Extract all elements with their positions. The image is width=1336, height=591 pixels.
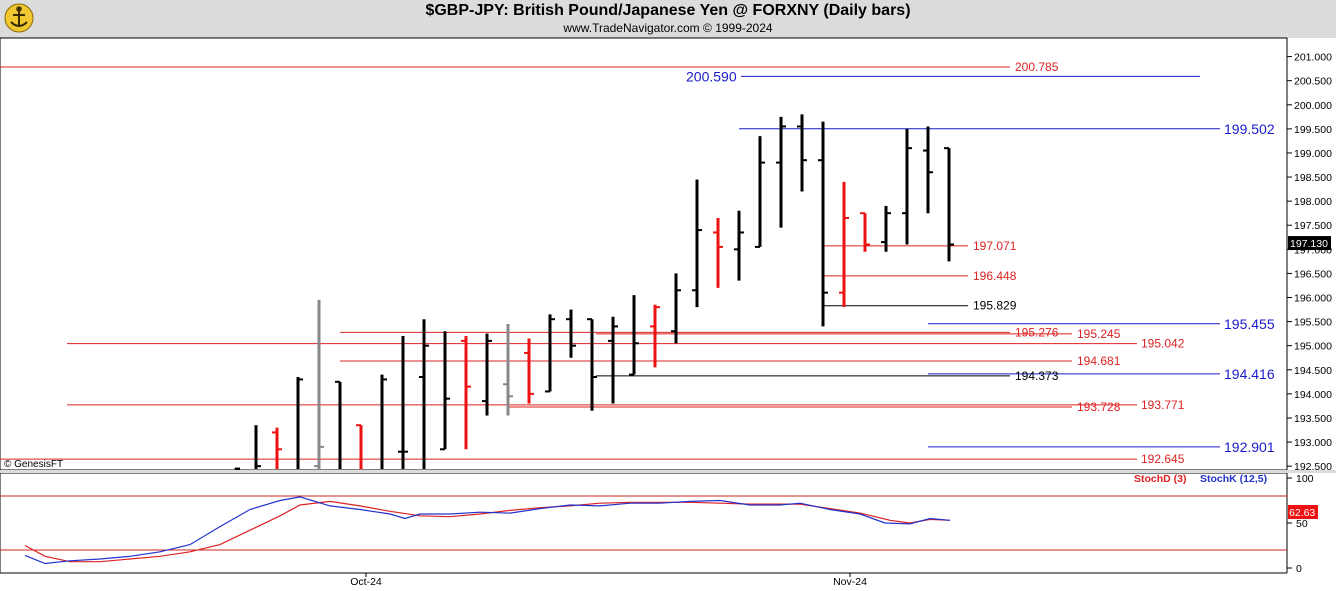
ohlc-bar (692, 179, 702, 308)
y-tick-label: 199.500 (1294, 124, 1332, 136)
ohlc-bar (629, 295, 639, 376)
ohlc-bar (566, 309, 576, 358)
ohlc-bar (839, 181, 849, 308)
y-tick-label: 199.000 (1294, 148, 1332, 160)
y-tick-label: 196.500 (1294, 268, 1332, 280)
ohlc-bar (545, 314, 555, 393)
chart-subtitle: www.TradeNavigator.com © 1999-2024 (563, 21, 773, 35)
x-axis-band (0, 573, 1336, 591)
ohlc-bar (440, 331, 450, 451)
last-stoch-box (1288, 505, 1318, 519)
level-label: 195.829 (973, 299, 1017, 313)
chart-title: $GBP-JPY: British Pound/Japanese Yen @ F… (425, 2, 911, 19)
stoch-y-tick-label: 50 (1296, 518, 1308, 530)
ohlc-bar (755, 136, 765, 248)
y-tick-label: 194.000 (1294, 389, 1332, 401)
ohlc-bar (482, 333, 492, 416)
ohlc-bar (398, 336, 408, 469)
stoch-y-tick-label: 100 (1296, 473, 1314, 485)
level-label: 195.455 (1224, 316, 1275, 332)
last-stoch-label: 62.63 (1289, 507, 1315, 519)
legend-stoch-d: StochD (3) (1134, 473, 1187, 485)
ohlc-bar (419, 319, 429, 469)
y-tick-label: 198.000 (1294, 196, 1332, 208)
level-label: 196.448 (973, 269, 1017, 283)
ohlc-bar (818, 121, 828, 327)
level-label: 200.785 (1015, 60, 1059, 74)
ohlc-bar (734, 210, 744, 281)
level-label: 193.728 (1077, 400, 1121, 414)
y-tick-label: 194.500 (1294, 365, 1332, 377)
genesis-watermark: © GenesisFT (4, 459, 63, 470)
x-tick-label: Oct-24 (350, 576, 382, 588)
level-label: 193.771 (1141, 398, 1185, 412)
price-panel: 201.000 200.500 200.000 199.500 199.000 198.5… (0, 37, 1332, 473)
stoch-y-tick-label: 0 (1296, 563, 1302, 575)
level-label: 194.416 (1224, 366, 1275, 382)
ohlc-bar (944, 147, 954, 262)
stoch-plot-frame (0, 472, 1288, 574)
chart-header: $GBP-JPY: British Pound/Japanese Yen @ F… (0, 0, 1336, 38)
price-plot-frame (0, 37, 1288, 471)
y-tick-label: 196.000 (1294, 293, 1332, 305)
y-tick-label: 195.000 (1294, 341, 1332, 353)
y-tick-label: 201.000 (1294, 52, 1332, 64)
ohlc-bar (608, 316, 618, 404)
ohlc-bar (503, 324, 513, 416)
level-label: 199.502 (1224, 121, 1275, 137)
ohlc-bar (902, 128, 912, 245)
legend-stoch-k: StochK (12,5) (1200, 473, 1267, 485)
level-label: 195.042 (1141, 337, 1185, 351)
y-tick-label: 193.000 (1294, 437, 1332, 449)
ohlc-bar (314, 299, 324, 469)
ohlc-bar (797, 114, 807, 192)
ohlc-bar (671, 273, 681, 344)
level-label: 194.681 (1077, 354, 1121, 368)
level-label: 197.071 (973, 239, 1017, 253)
ohlc-bar (713, 218, 723, 288)
ohlc-bar (524, 338, 534, 404)
level-label: 194.373 (1015, 369, 1059, 383)
ohlc-bar (776, 116, 786, 228)
level-label: 192.901 (1224, 439, 1275, 455)
genesis-anchor-logo-icon (4, 3, 34, 33)
y-tick-label: 193.500 (1294, 413, 1332, 425)
last-price-box (1288, 236, 1331, 251)
stochastic-panel: 100 50 0 StochD (3) StochK (12,5) 62.63 (0, 472, 1318, 575)
ohlc-bar (650, 304, 660, 368)
level-label: 195.276 (1015, 325, 1059, 339)
y-tick-label: 200.000 (1294, 100, 1332, 112)
ohlc-bar (461, 336, 471, 450)
level-label: 192.645 (1141, 452, 1185, 466)
y-tick-label: 200.500 (1294, 76, 1332, 88)
ohlc-bar (272, 427, 282, 469)
ohlc-bar (923, 126, 933, 214)
x-tick-label: Nov-24 (833, 576, 867, 588)
stoch-series-line (24, 496, 951, 565)
level-label: 200.590 (686, 68, 737, 84)
y-tick-label: 197.500 (1294, 220, 1332, 232)
y-tick-label: 195.500 (1294, 317, 1332, 329)
ohlc-bar (860, 212, 870, 252)
level-label: 195.245 (1077, 327, 1121, 341)
y-tick-label: 198.500 (1294, 172, 1332, 184)
ohlc-bar (587, 318, 597, 411)
last-price-label: 197.130 (1290, 238, 1328, 250)
panel-separator (0, 470, 1336, 473)
ohlc-bar (881, 205, 891, 252)
